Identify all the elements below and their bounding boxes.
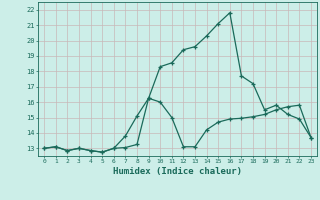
X-axis label: Humidex (Indice chaleur): Humidex (Indice chaleur) xyxy=(113,167,242,176)
